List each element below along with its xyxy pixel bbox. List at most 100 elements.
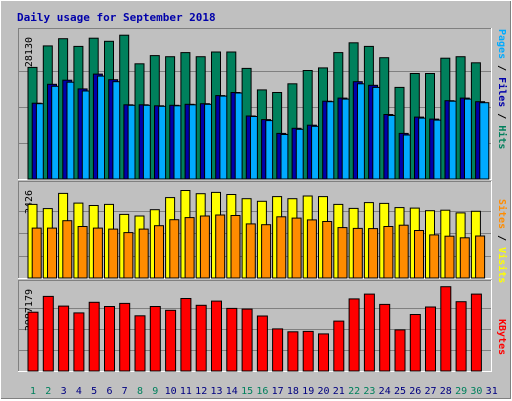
bar-sites-day-29 [459,237,470,279]
bar-kbytes-day-16 [256,315,268,372]
legend-files: Files [496,77,508,107]
bar-kbytes-day-23 [363,293,375,372]
bar-kbytes-day-10 [165,309,177,372]
x-tick-label-day-3: 3 [61,386,67,397]
bar-sites-day-8 [138,228,149,279]
bar-kbytes-day-8 [134,315,146,372]
legend-pages: Pages [496,29,507,59]
x-tick-label-day-24: 24 [379,386,391,397]
x-tick-label-day-30: 30 [470,386,482,397]
bar-sites-day-28 [444,235,455,279]
bar-sites-day-10 [169,219,180,279]
x-tick-label-day-25: 25 [394,386,406,397]
x-tick-label-day-17: 17 [272,386,284,397]
bar-sites-day-27 [429,234,440,279]
bar-kbytes-day-5 [88,301,100,372]
x-tick-label-day-5: 5 [91,386,97,397]
bar-sites-day-3 [62,220,73,279]
bar-kbytes-day-7 [119,302,131,372]
x-tick-label-day-9: 9 [152,386,158,397]
bar-sites-day-13 [215,214,226,279]
bar-kbytes-day-17 [272,328,284,372]
bar-sites-day-17 [276,216,287,279]
bar-pages-day-30 [479,102,490,180]
bar-kbytes-day-20 [318,333,329,372]
x-tick-label-day-1: 1 [30,386,36,397]
legend-kbytes: KBytes [496,319,507,355]
bar-kbytes-day-22 [348,298,360,372]
bar-sites-day-20 [322,221,333,279]
x-tick-label-day-19: 19 [302,386,314,397]
bar-kbytes-day-1 [27,311,39,372]
bar-sites-day-22 [352,227,363,279]
legend-kbytes: KBytes [496,319,507,355]
x-tick-label-day-21: 21 [333,386,345,397]
bar-kbytes-day-25 [394,329,406,372]
bar-kbytes-day-28 [440,286,452,372]
bar-sites-day-15 [245,223,256,279]
y-max-label-visits-sites: 3426 [24,190,35,214]
bar-kbytes-day-11 [180,298,192,372]
bar-sites-day-21 [337,227,348,279]
bar-sites-day-9 [154,225,164,279]
bar-kbytes-day-24 [379,303,391,372]
x-tick-label-day-28: 28 [440,386,452,397]
legend-separator: / [496,229,507,247]
x-tick-label-day-22: 22 [348,386,360,397]
x-tick-label-day-23: 23 [363,386,375,397]
bar-kbytes-day-18 [287,331,299,372]
bar-sites-day-18 [291,217,302,279]
bar-sites-day-5 [92,227,103,279]
bar-kbytes-day-15 [241,308,253,372]
x-tick-label-day-12: 12 [195,386,207,397]
bar-kbytes-day-4 [73,312,85,372]
x-tick-label-day-8: 8 [137,386,143,397]
x-tick-label-day-10: 10 [165,386,177,397]
bar-sites-day-23 [368,228,379,279]
bar-kbytes-day-19 [302,330,314,372]
legend-hits-files-pages: Pages / Files / Hits [496,29,508,149]
x-tick-label-day-7: 7 [122,386,128,397]
bar-sites-day-24 [383,226,394,279]
x-tick-label-day-11: 11 [180,386,192,397]
bar-kbytes-day-2 [42,295,54,372]
bar-kbytes-day-29 [455,301,467,372]
y-max-label-hits-files-pages: 28130 [24,37,35,67]
bar-sites-day-6 [108,228,119,279]
bar-kbytes-day-26 [409,314,421,372]
bar-sites-day-1 [31,227,42,279]
x-tick-label-day-13: 13 [210,386,222,397]
bar-kbytes-day-30 [470,293,482,372]
x-tick-label-day-15: 15 [241,386,253,397]
bar-kbytes-day-3 [58,305,70,372]
x-tick-label-day-26: 26 [409,386,421,397]
bar-sites-day-7 [123,232,134,279]
bar-kbytes-day-12 [195,304,207,372]
legend-hits: Hits [496,125,508,149]
x-tick-label-day-4: 4 [76,386,82,397]
bar-sites-day-19 [306,219,317,279]
bar-kbytes-day-9 [149,306,161,372]
bar-kbytes-day-6 [104,306,115,372]
x-tick-label-day-6: 6 [106,386,112,397]
chart-title: Daily usage for September 2018 [17,11,216,24]
bar-sites-day-30 [475,235,486,279]
legend-sites: Sites [496,199,508,229]
bar-sites-day-16 [261,224,272,279]
legend-visits: Visits [496,247,508,283]
legend-visits-sites: Sites / Visits [496,199,508,283]
x-tick-label-day-20: 20 [317,386,329,397]
bar-kbytes-day-14 [226,307,238,372]
x-tick-label-day-29: 29 [455,386,467,397]
bar-sites-day-26 [414,230,424,279]
bar-kbytes-day-13 [211,300,222,372]
bar-sites-day-4 [77,226,88,279]
y-max-label-kbytes: 3987179 [24,289,35,331]
x-tick-label-day-2: 2 [45,386,51,397]
bar-sites-day-25 [398,224,409,279]
x-tick-label-day-31: 31 [486,386,498,397]
bar-sites-day-2 [47,227,57,279]
bar-kbytes-day-27 [425,306,436,372]
